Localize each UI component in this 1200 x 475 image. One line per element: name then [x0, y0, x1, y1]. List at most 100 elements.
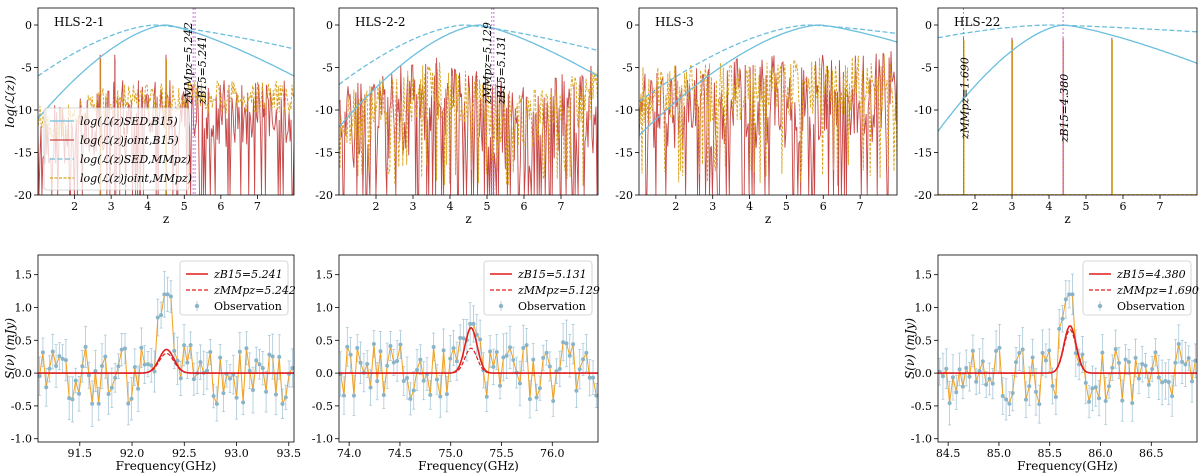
bottom-panel-1-legend-label: zMMpz=5.242: [213, 284, 296, 297]
bottom-panel-1-obs-point: [218, 355, 223, 360]
bottom-panel-3-obs-point: [1057, 326, 1062, 331]
bottom-panel-3-obs-point: [1027, 384, 1032, 389]
bottom-panel-1-obs-point: [165, 292, 170, 297]
bottom-panel-2-obs-point: [454, 359, 459, 364]
bottom-panel-3-obs-point: [974, 379, 979, 384]
top-panel-4-xlabel: z: [1064, 212, 1070, 226]
bottom-panel-2-obs-point: [365, 362, 370, 367]
top-panel-3-plot-area: [639, 24, 897, 195]
bottom-panel-2-obs-point: [581, 357, 586, 362]
bottom-panel-1-obs-point: [191, 377, 196, 382]
bottom-panel-3-obs-point: [970, 348, 975, 353]
bottom-panel-2-obs-point: [395, 358, 400, 363]
top-panel-3-xtick-label: 5: [783, 200, 790, 213]
bottom-panel-2-ytick-label: 0.5: [316, 334, 334, 347]
bottom-panel-2-legend-swatch-obs: [498, 303, 504, 309]
bottom-panel-3-xtick-label: 86.0: [1088, 447, 1113, 460]
bottom-panel-2-obs-point: [551, 399, 556, 404]
top-panel-3-ytick-label: -10: [615, 104, 633, 117]
bottom-panel-1-obs-point: [106, 391, 111, 396]
bottom-panel-3-obs-point: [1163, 379, 1168, 384]
bottom-panel-3-obs-point: [1150, 367, 1155, 372]
bottom-panel-1-obs-point: [270, 354, 275, 359]
top-panel-3: 2 3 4 5 6 7 0 -5 -10 -15 -20 z HLS-3: [615, 7, 898, 226]
top-panel-3-frame: [638, 7, 898, 196]
top-panel-4-ytick-label: -20: [914, 189, 932, 202]
bottom-panel-1-obs-point: [159, 313, 164, 318]
bottom-panel-3-obs-point: [1090, 386, 1095, 391]
bottom-panel-2-obs-point: [534, 395, 539, 400]
bottom-panel-2-frame: [338, 254, 599, 443]
bottom-panel-1-obs-point: [103, 354, 108, 359]
top-panel-1-xtick-label: 7: [254, 200, 261, 213]
bottom-panel-2-obs-point: [371, 341, 376, 346]
bottom-panel-1-obs-point: [96, 401, 101, 406]
bottom-panel-1-obs-point: [109, 385, 114, 390]
bottom-panel-1-obs-point: [182, 343, 187, 348]
bottom-panel-1-obs-point: [172, 348, 177, 353]
top-panel-3-xtick-label: 2: [672, 200, 679, 213]
bottom-panel-1-obs-point: [113, 375, 118, 380]
bottom-panel-2-xtick-label: 74.0: [337, 447, 362, 460]
bottom-panel-3-obs-point: [944, 366, 949, 371]
bottom-panel-1-obs-point: [116, 364, 121, 369]
bottom-panel-2-plot-area: [339, 302, 598, 419]
top-panel-4-xtick-label: 5: [1083, 200, 1090, 213]
bottom-panel-3-obs-point: [1007, 401, 1012, 406]
bottom-panel-3-ytick-label: -0.5: [911, 400, 932, 413]
bottom-panel-3-obs-point: [984, 382, 989, 387]
bottom-panel-3-obs-point: [990, 381, 995, 386]
bottom-panel-3-obs-point: [1087, 399, 1092, 404]
bottom-panel-1-obs-point: [139, 345, 144, 350]
bottom-panel-1-ytick-label: 0.5: [15, 334, 33, 347]
bottom-panel-2-model-b15-line: [339, 326, 598, 374]
bottom-panel-3-obs-point: [1030, 355, 1035, 360]
bottom-panel-1-obs-point: [254, 358, 259, 363]
bottom-panel-3-obs-point: [1180, 359, 1185, 364]
bottom-panel-1-obs-point: [136, 386, 141, 391]
bottom-panel-2-obs-point: [488, 349, 493, 354]
bottom-panel-3-obs-point: [1050, 383, 1055, 388]
bottom-panel-3-obs-point: [960, 384, 965, 389]
bottom-panel-3-obs-point: [980, 359, 985, 364]
bottom-panel-2-obs-point: [567, 353, 572, 358]
bottom-panel-2-obs-line: [340, 323, 597, 402]
bottom-panel-2-obs-point: [444, 392, 449, 397]
bottom-panel-1-obs-point: [247, 368, 252, 373]
bottom-panel-3-obs-point: [1110, 365, 1115, 370]
bottom-panel-3-obs-point: [1103, 398, 1108, 403]
bottom-panel-3-obs-point: [1047, 348, 1052, 353]
top-panel-3-sed-mmpz-line: [639, 24, 897, 103]
bottom-panel-3-ytick-label: 1.5: [915, 269, 933, 282]
top-panel-3-ytick-label: -5: [622, 62, 633, 75]
bottom-panel-3-obs-point: [1130, 400, 1135, 405]
bottom-panel-2-obs-point: [574, 388, 579, 393]
bottom-panel-2-obs-point: [431, 344, 436, 349]
top-panel-4-xtick-label: 4: [1046, 200, 1053, 213]
bottom-panel-3-obs-point: [1116, 360, 1121, 365]
bottom-panel-3-xlabel: Frequency(GHz): [1017, 459, 1118, 473]
bottom-panel-3-obs-point: [1017, 351, 1022, 356]
bottom-panel-2-obs-point: [341, 393, 346, 398]
bottom-panel-3-obs-point: [1014, 360, 1019, 365]
bottom-panel-2-obs-point: [401, 379, 406, 384]
bottom-panel-3-obs-point: [1170, 394, 1175, 399]
top-panel-1-ylabel: log(ℒ(z)): [3, 75, 17, 128]
bottom-panel-1-obs-point: [267, 352, 272, 357]
bottom-panel-2-obs-point: [531, 357, 536, 362]
bottom-panel-2-obs-point: [351, 393, 356, 398]
bottom-panel-2-obs-point: [484, 394, 489, 399]
top-panel-3-xtick-label: 7: [857, 200, 864, 213]
top-panel-4-title: HLS-22: [954, 15, 1000, 29]
bottom-panel-1-obs-point: [63, 358, 68, 363]
bottom-panel-2-obs-point: [438, 394, 443, 399]
bottom-panel-1-obs-point: [241, 400, 246, 405]
top-panel-2-ytick-label: -5: [322, 62, 333, 75]
bottom-panel-1-obs-point: [244, 346, 249, 351]
bottom-panel-1-obs-point: [80, 364, 85, 369]
bottom-panel-2-obs-point: [458, 335, 463, 340]
top-panel-2-xtick-label: 4: [447, 200, 454, 213]
bottom-panel-1-obs-point: [211, 393, 216, 398]
bottom-panel-1-obs-point: [260, 366, 265, 371]
bottom-panel-1-obs-point: [142, 362, 147, 367]
